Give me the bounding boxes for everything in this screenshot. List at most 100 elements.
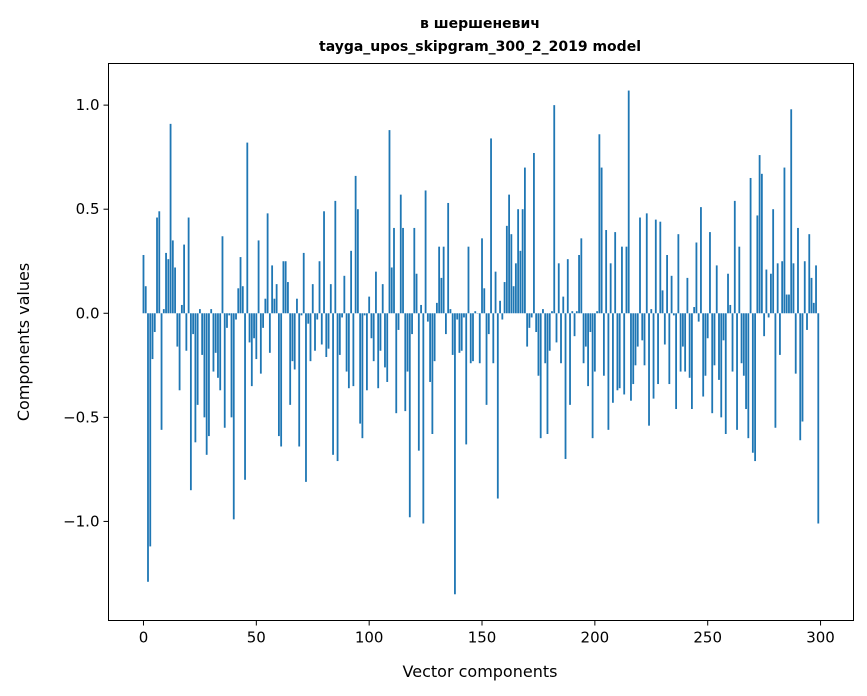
bar-271 [754,313,757,462]
bar-225 [650,309,653,314]
bar-205 [605,230,608,314]
bar-182 [553,105,556,314]
bar-18 [183,244,186,314]
bar-239 [681,313,684,347]
bar-55 [266,213,269,314]
bar-100 [368,296,371,314]
bar-77 [316,313,319,320]
bar-11 [167,259,170,314]
bar-106 [381,284,384,314]
bar-187 [564,313,567,459]
bar-240 [684,313,687,372]
bar-254 [715,265,718,314]
bar-127 [429,313,432,382]
bar-65 [289,313,292,405]
bar-128 [431,313,434,435]
bar-242 [688,313,691,378]
bar-147 [474,311,477,314]
bar-24 [196,313,199,405]
bar-245 [695,242,698,314]
bar-264 [738,246,741,314]
bar-41 [235,313,237,320]
bar-173 [533,153,535,314]
x-tick-label: 100 [355,629,384,647]
bar-279 [772,209,775,314]
bar-42 [237,288,240,314]
bar-80 [323,211,325,314]
bar-162 [508,194,511,314]
bar-206 [607,313,610,430]
bar-146 [472,313,474,362]
bar-204 [602,313,605,376]
bar-163 [510,234,513,314]
bar-123 [420,304,422,314]
bar-259 [727,273,729,314]
bar-166 [517,209,520,314]
bar-202 [598,134,601,314]
bar-10 [165,252,167,314]
bar-57 [271,265,274,314]
bar-298 [815,265,817,314]
bar-50 [255,313,258,360]
bar-171 [528,313,531,328]
x-tick-label: 150 [468,629,497,647]
bar-191 [573,313,576,337]
bar-142 [463,313,465,318]
bar-32 [214,313,217,353]
bar-218 [634,313,637,366]
bar-46 [246,142,249,314]
bar-1 [144,286,147,314]
bar-36 [223,313,226,428]
bar-35 [221,236,224,314]
x-tick-label: 50 [247,629,266,647]
bar-250 [706,313,709,339]
bar-158 [499,300,501,314]
bar-160 [503,282,506,314]
bar-76 [314,313,316,351]
bar-216 [630,313,632,401]
bar-224 [648,313,650,426]
bar-110 [390,267,393,314]
bar-7 [158,211,161,314]
bar-273 [758,155,761,314]
bar-117 [406,313,409,372]
x-tick-label: 250 [693,629,722,647]
bar-27 [203,313,206,418]
bar-277 [767,313,770,318]
bar-79 [320,313,323,345]
bar-6 [156,217,158,314]
bar-28 [205,313,208,455]
bar-40 [232,313,235,520]
bar-96 [359,313,362,424]
plot-frame [108,63,854,621]
bar-47 [248,313,251,343]
bar-295 [808,234,811,314]
bar-58 [273,298,276,314]
bar-185 [560,313,562,364]
bar-168 [521,209,524,314]
bar-244 [693,307,696,314]
bar-112 [395,313,398,414]
bar-56 [268,313,271,353]
bar-260 [729,304,732,314]
bar-39 [230,313,233,418]
bar-44 [241,286,244,314]
bar-115 [402,227,404,314]
bar-170 [526,313,529,347]
bar-52 [259,313,262,374]
bar-197 [587,313,589,387]
bar-284 [783,167,786,314]
bar-299 [817,313,820,524]
bar-178 [544,313,547,364]
bar-230 [661,290,664,314]
bar-94 [354,175,357,314]
bar-287 [790,109,793,314]
bar-289 [794,313,797,374]
bar-248 [702,313,705,397]
bar-83 [329,284,332,314]
bar-153 [487,313,490,335]
bar-215 [627,90,630,314]
bar-16 [178,313,181,391]
bar-151 [483,288,486,314]
bar-268 [747,313,750,439]
